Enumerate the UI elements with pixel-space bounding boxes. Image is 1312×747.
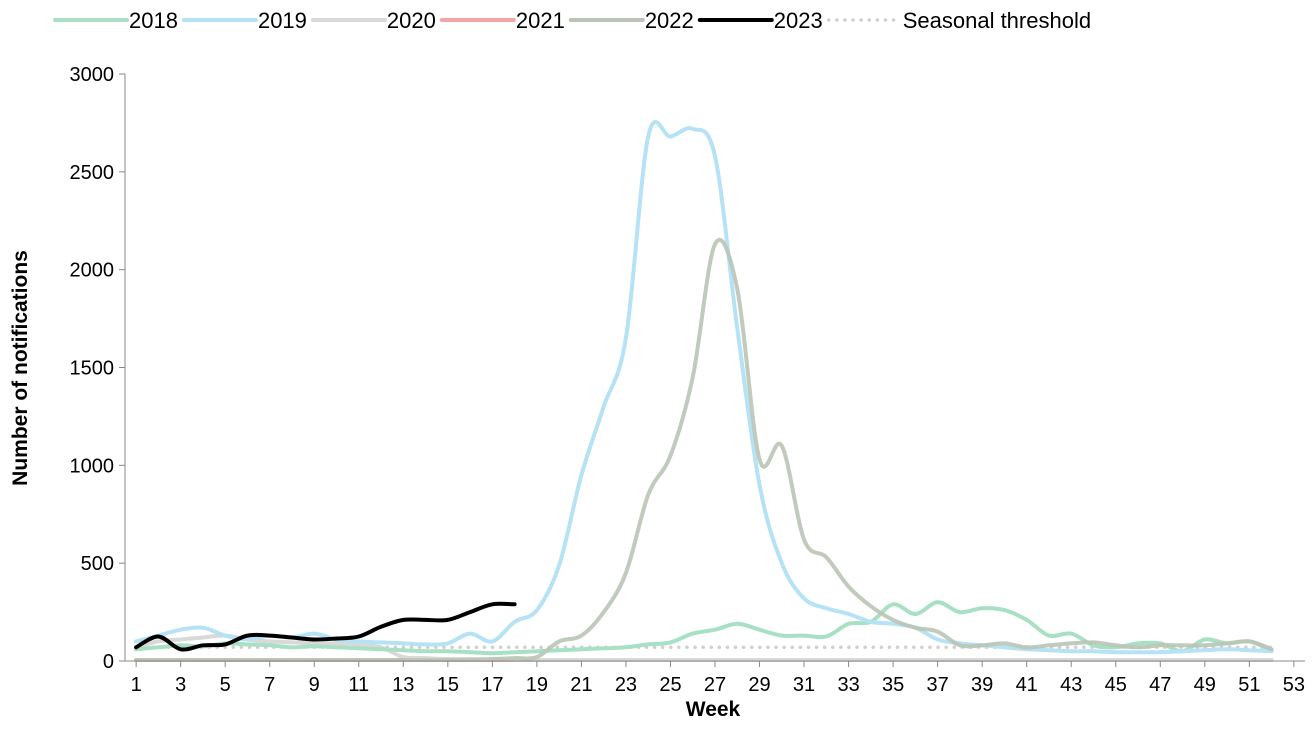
x-tick-label: 29 [748, 674, 770, 696]
y-tick-label: 500 [81, 553, 114, 575]
x-tick-label: 37 [927, 674, 949, 696]
x-tick-label: 33 [837, 674, 859, 696]
legend-item-2023: 2023 [697, 8, 823, 33]
series-line-2018 [134, 600, 1274, 656]
x-tick-label: 49 [1194, 674, 1216, 696]
legend-label: 2019 [258, 8, 307, 33]
x-tick-label: 25 [659, 674, 681, 696]
legend-label: 2020 [387, 8, 436, 33]
x-tick-label: 23 [615, 674, 637, 696]
x-tick-label: 13 [392, 674, 414, 696]
series-line-2022 [134, 237, 1274, 663]
x-tick-label: 19 [526, 674, 548, 696]
y-tick-label: 2000 [70, 260, 115, 282]
y-tick-label: 2500 [70, 162, 115, 184]
x-ticks: 1 3 5 7 9 11 13 15 17 19 21 23 25 27 29 31 33 35 37 39 41 43 4… [131, 661, 1305, 696]
series-line-2020 [134, 633, 1274, 663]
y-tick-label: 0 [103, 651, 114, 673]
legend-label: 2021 [516, 8, 565, 33]
x-tick-label: 31 [793, 674, 815, 696]
x-tick-label: 7 [264, 674, 275, 696]
x-tick-label: 35 [882, 674, 904, 696]
x-tick-label: 43 [1060, 674, 1082, 696]
x-tick-label: 3 [175, 674, 186, 696]
x-tick-label: 51 [1238, 674, 1260, 696]
y-tick-label: 1500 [70, 358, 115, 380]
x-tick-label: 1 [131, 674, 142, 696]
legend-item-seasonal-threshold: Seasonal threshold [826, 8, 1091, 33]
legend-label: 2022 [645, 8, 694, 33]
x-axis-title: Week [686, 698, 741, 721]
x-tick-label: 11 [348, 674, 369, 696]
legend-item-2018: 2018 [53, 8, 178, 33]
legend-item-2021: 2021 [439, 8, 565, 33]
x-tick-label: 9 [309, 674, 320, 696]
y-ticks: 0 500 1000 1500 2000 2500 3000 [70, 64, 125, 673]
legend-label: Seasonal threshold [903, 8, 1091, 33]
x-tick-label: 21 [570, 674, 592, 696]
x-tick-label: 45 [1105, 674, 1127, 696]
series-lines [134, 119, 1274, 663]
legend-label: 2023 [774, 8, 823, 33]
x-tick-label: 17 [481, 674, 503, 696]
series-line-2023 [134, 601, 517, 652]
x-tick-label: 41 [1016, 674, 1038, 696]
legend-item-2022: 2022 [568, 8, 694, 33]
legend-item-2020: 2020 [310, 8, 436, 33]
x-tick-label: 5 [220, 674, 231, 696]
y-tick-label: 3000 [70, 64, 115, 86]
series-line-2019 [134, 119, 1274, 655]
y-tick-label: 1000 [70, 455, 115, 477]
legend-item-2019: 2019 [181, 8, 307, 33]
y-axis-title: Number of notifications [9, 250, 32, 486]
x-tick-label: 15 [437, 674, 459, 696]
x-tick-label: 53 [1283, 674, 1305, 696]
x-tick-label: 27 [704, 674, 726, 696]
x-tick-label: 39 [971, 674, 993, 696]
legend: 2018 2019 2020 2021 2022 2023 Seasonal thresho… [53, 8, 1091, 33]
legend-label: 2018 [129, 8, 178, 33]
x-tick-label: 47 [1149, 674, 1171, 696]
